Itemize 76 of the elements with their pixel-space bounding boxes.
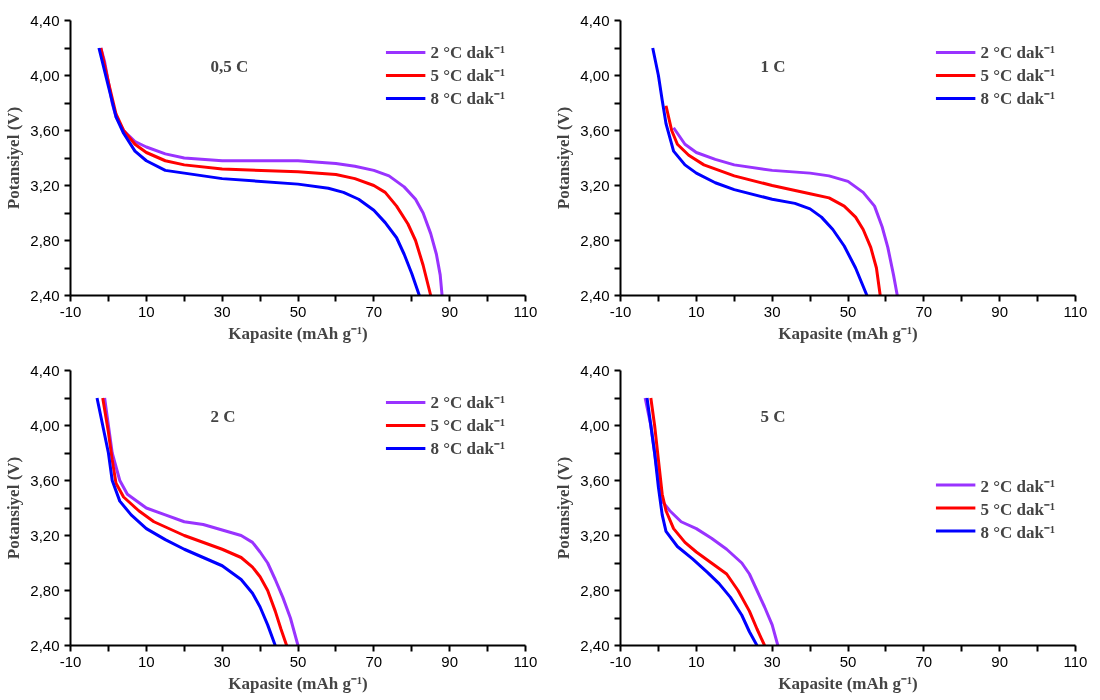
annotation: 0,5 C: [210, 56, 249, 76]
y-tick-label: 4,00: [30, 66, 60, 84]
x-tick-label: 30: [763, 302, 781, 320]
legend-label: 2 °C dak⁻¹: [980, 475, 1055, 496]
y-tick-label: 3,20: [580, 526, 610, 544]
y-tick-label: 2,80: [30, 581, 60, 599]
y-tick-label: 2,80: [30, 231, 60, 249]
legend-label: 8 °C dak⁻¹: [430, 438, 505, 459]
x-tick-label: 70: [365, 652, 383, 670]
x-axis-title: Kapasite (mAh g⁻¹): [778, 673, 918, 693]
legend-label: 2 °C dak⁻¹: [430, 392, 505, 413]
x-tick-label: -10: [609, 302, 632, 320]
x-tick-label: 10: [687, 652, 705, 670]
y-tick-label: 2,40: [30, 636, 60, 654]
x-tick-label: 70: [915, 302, 933, 320]
legend-label: 2 °C dak⁻¹: [430, 42, 505, 63]
x-tick-label: 50: [839, 652, 857, 670]
y-tick-label: 3,60: [580, 121, 610, 139]
legend-label: 2 °C dak⁻¹: [980, 42, 1055, 63]
y-tick-label: 4,40: [30, 361, 60, 379]
y-tick-label: 2,40: [30, 286, 60, 304]
y-tick-label: 4,00: [580, 416, 610, 434]
y-tick-label: 4,40: [30, 11, 60, 29]
x-axis-title: Kapasite (mAh g⁻¹): [228, 323, 368, 343]
x-tick-label: -10: [59, 302, 82, 320]
legend-label: 8 °C dak⁻¹: [980, 521, 1055, 542]
y-tick-label: 3,20: [30, 176, 60, 194]
annotation: 1 C: [760, 56, 786, 76]
x-tick-label: 110: [513, 652, 538, 670]
legend-label: 5 °C dak⁻¹: [430, 415, 505, 436]
annotation: 2 C: [210, 406, 236, 426]
x-tick-label: 50: [839, 302, 857, 320]
x-tick-label: 10: [687, 302, 705, 320]
y-tick-label: 3,60: [580, 471, 610, 489]
x-tick-label: 90: [441, 652, 459, 670]
y-axis-title: Potansiyel (V): [4, 106, 24, 210]
y-tick-label: 3,60: [30, 471, 60, 489]
y-tick-label: 4,00: [580, 66, 610, 84]
x-tick-label: 110: [1063, 652, 1088, 670]
y-axis-title: Potansiyel (V): [554, 106, 574, 210]
x-tick-label: 50: [289, 652, 307, 670]
y-tick-label: 4,00: [30, 416, 60, 434]
y-tick-label: 2,80: [580, 231, 610, 249]
y-tick-label: 3,20: [580, 176, 610, 194]
x-tick-label: 90: [991, 302, 1009, 320]
y-axis-title: Potansiyel (V): [4, 456, 24, 560]
legend-label: 8 °C dak⁻¹: [980, 88, 1055, 109]
x-tick-label: 70: [915, 652, 933, 670]
y-tick-label: 2,40: [580, 636, 610, 654]
x-tick-label: 110: [1063, 302, 1088, 320]
legend-label: 5 °C dak⁻¹: [980, 65, 1055, 86]
x-tick-label: 30: [763, 652, 781, 670]
x-tick-label: 90: [441, 302, 459, 320]
y-tick-label: 2,40: [580, 286, 610, 304]
x-tick-label: -10: [59, 652, 82, 670]
x-tick-label: 10: [137, 652, 155, 670]
legend-label: 8 °C dak⁻¹: [430, 88, 505, 109]
x-tick-label: 90: [991, 652, 1009, 670]
x-tick-label: 30: [213, 302, 231, 320]
x-tick-label: 110: [513, 302, 538, 320]
x-tick-label: -10: [609, 652, 632, 670]
annotation: 5 C: [760, 406, 786, 426]
legend-label: 5 °C dak⁻¹: [980, 498, 1055, 519]
x-tick-label: 30: [213, 652, 231, 670]
y-axis-title: Potansiyel (V): [554, 456, 574, 560]
y-tick-label: 3,60: [30, 121, 60, 139]
y-tick-label: 4,40: [580, 11, 610, 29]
x-axis-title: Kapasite (mAh g⁻¹): [228, 673, 368, 693]
x-tick-label: 70: [365, 302, 383, 320]
x-axis-title: Kapasite (mAh g⁻¹): [778, 323, 918, 343]
x-tick-label: 50: [289, 302, 307, 320]
y-tick-label: 2,80: [580, 581, 610, 599]
legend-label: 5 °C dak⁻¹: [430, 65, 505, 86]
y-tick-label: 3,20: [30, 526, 60, 544]
x-tick-label: 10: [137, 302, 155, 320]
y-tick-label: 4,40: [580, 361, 610, 379]
